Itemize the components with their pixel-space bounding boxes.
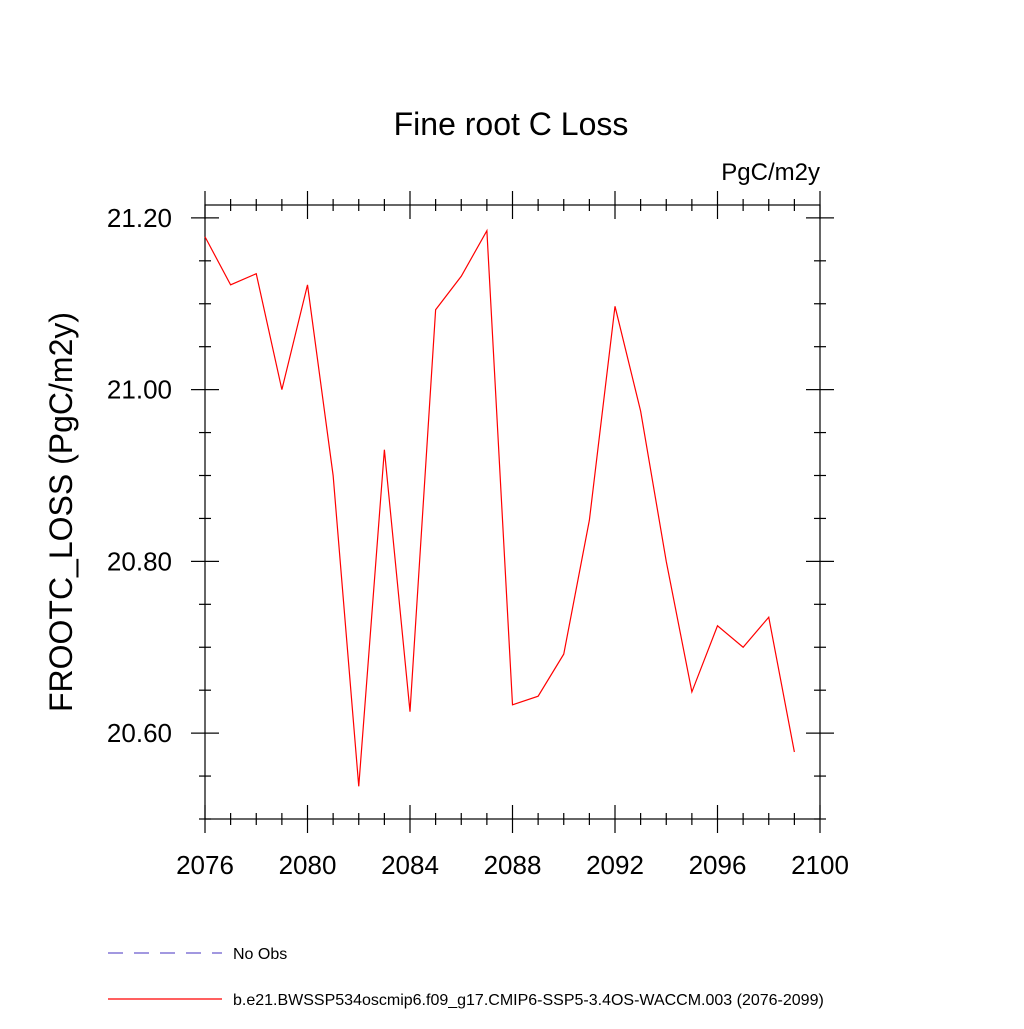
x-tick-label: 2088 [484, 850, 542, 880]
x-tick-label: 2092 [586, 850, 644, 880]
legend-label: No Obs [233, 946, 287, 963]
y-tick-label: 21.20 [107, 203, 172, 233]
legend-label: b.e21.BWSSP534oscmip6.f09_g17.CMIP6-SSP5… [233, 992, 824, 1009]
x-tick-label: 2084 [381, 850, 439, 880]
series-lines [204, 228, 795, 787]
legend: No Obs b.e21.BWSSP534oscmip6.f09_g17.CMIP… [108, 946, 824, 1009]
y-tick-label: 21.00 [107, 375, 172, 405]
x-tick-label: 2100 [791, 850, 849, 880]
x-tick-label: 2080 [279, 850, 337, 880]
x-tick-label: 2096 [689, 850, 747, 880]
plot-frame [204, 204, 821, 820]
y-tick-label: 20.60 [107, 718, 172, 748]
y-axis-label: FROOTC_LOSS (PgC/m2y) [43, 312, 79, 712]
axis-ticks: 2076 2080 2084 2088 2092 2096 2100 20.60 20.80 21… [107, 191, 849, 880]
series-line [204, 228, 795, 787]
y-tick-label: 20.80 [107, 546, 172, 576]
x-tick-label: 2076 [176, 850, 234, 880]
units-label: PgC/m2y [721, 159, 820, 186]
chart-title: Fine root C Loss [394, 106, 629, 142]
